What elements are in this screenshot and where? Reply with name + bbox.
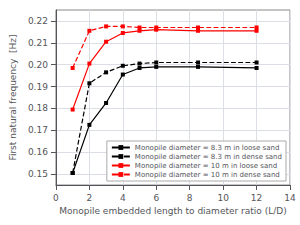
- svg-text:0.17: 0.17: [28, 125, 48, 135]
- svg-text:2: 2: [87, 193, 93, 203]
- svg-text:Monopile diameter = 8.3 m in l: Monopile diameter = 8.3 m in loose sand: [135, 144, 279, 152]
- svg-text:0: 0: [53, 193, 59, 203]
- svg-text:0.15: 0.15: [28, 169, 48, 179]
- svg-text:14: 14: [284, 193, 296, 203]
- svg-text:0.19: 0.19: [28, 82, 48, 92]
- svg-text:Monopile diameter = 10 m in lo: Monopile diameter = 10 m in loose sand: [135, 162, 277, 170]
- svg-text:10: 10: [217, 193, 229, 203]
- svg-text:Monopile diameter = 10 m in de: Monopile diameter = 10 m in dense sand: [135, 171, 280, 179]
- svg-text:0.22: 0.22: [28, 16, 48, 26]
- svg-text:First natural frequency [Hz]: First natural frequency [Hz]: [8, 34, 18, 160]
- svg-text:6: 6: [153, 193, 159, 203]
- svg-text:0.21: 0.21: [28, 38, 48, 48]
- svg-text:Monopile embedded length to di: Monopile embedded length to diameter rat…: [59, 206, 286, 216]
- svg-text:Monopile diameter = 8.3 m in d: Monopile diameter = 8.3 m in dense sand: [135, 153, 282, 161]
- svg-text:0.16: 0.16: [28, 147, 48, 157]
- svg-text:0.20: 0.20: [28, 60, 48, 70]
- svg-text:8: 8: [187, 193, 193, 203]
- svg-text:4: 4: [120, 193, 126, 203]
- svg-text:0.18: 0.18: [28, 103, 48, 113]
- svg-text:12: 12: [251, 193, 262, 203]
